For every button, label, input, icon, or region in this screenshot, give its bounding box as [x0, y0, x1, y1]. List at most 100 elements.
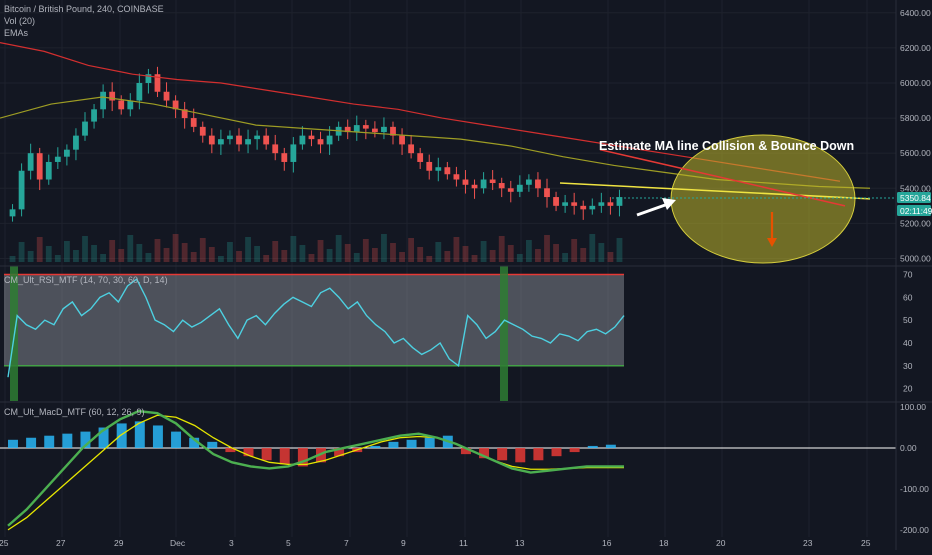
volume-bar [399, 252, 405, 262]
volume-bar [245, 237, 251, 262]
volume-bar [344, 244, 351, 262]
price-tick-label: 5000.00 [900, 253, 931, 263]
volume-bar [616, 238, 623, 262]
volume-bar [45, 246, 52, 262]
rsi-legend: CM_Ult_RSI_MTF (14, 70, 30, 60, D, 14) [4, 275, 168, 285]
candle-body [290, 144, 297, 162]
macd-histogram-bar [62, 433, 73, 448]
volume-bar [498, 236, 505, 262]
macd-tick-label: -100.00 [900, 484, 929, 494]
price-tick-label: 5800.00 [900, 113, 931, 123]
price-tick-label: 6400.00 [900, 8, 931, 18]
macd-histogram-bar [479, 447, 490, 459]
volume-bar [417, 247, 424, 262]
candle-body [109, 91, 116, 101]
candle-body [616, 197, 623, 206]
volume-bar [426, 256, 433, 262]
macd-histogram-bar [569, 447, 580, 453]
rsi-tick-label: 30 [903, 361, 913, 371]
candle-body [172, 100, 179, 110]
rsi-tick-label: 40 [903, 338, 913, 348]
volume-bar [181, 243, 188, 262]
macd-histogram-bar [406, 439, 417, 448]
volume-bar [263, 255, 270, 262]
drawing-overlay[interactable] [559, 134, 896, 264]
candle-body [516, 184, 523, 192]
x-tick-label: 3 [229, 538, 234, 548]
candlesticks[interactable] [9, 66, 623, 222]
macd-histogram-bar [225, 447, 236, 453]
volume-bar [444, 251, 451, 262]
x-tick-label: 20 [716, 538, 726, 548]
volume-bar [208, 247, 215, 262]
candle-body [18, 170, 25, 210]
candle-body [136, 82, 143, 101]
macd-histogram-bar [605, 444, 616, 448]
macd-histogram-bar [26, 437, 37, 448]
volume-bar [236, 251, 242, 262]
candle-body [580, 205, 587, 210]
x-tick-label: 23 [803, 538, 813, 548]
candle-body [245, 139, 251, 145]
macd-histogram-bar [243, 447, 254, 457]
yellow-trend-line [559, 182, 871, 200]
candle-body [417, 153, 424, 162]
volume-bar [299, 245, 306, 262]
estimate-ellipse [670, 134, 856, 264]
volume-bar [190, 252, 197, 262]
macd-tick-label: -200.00 [900, 525, 929, 535]
candle-body [263, 135, 270, 145]
volume-bar [598, 243, 605, 262]
x-tick-label: 29 [114, 538, 124, 548]
macd-tick-label: 0.00 [900, 443, 917, 453]
price-axes: 25 27 29 Dec 3 5 7 9 11 13 16 18 20 23 25 6400.00 6200.0… [0, 8, 931, 548]
rsi-tick-label: 20 [903, 384, 913, 394]
candle-body [127, 100, 134, 110]
volume-legend: Vol (20) [4, 16, 35, 26]
candle-body [390, 126, 396, 136]
volume-bar [145, 253, 152, 262]
volume-bar [553, 244, 559, 262]
macd-histogram-bar [171, 431, 182, 448]
macd-tick-label: 100.00 [900, 402, 926, 412]
macd-histogram-bar [98, 427, 109, 448]
candle-body [45, 161, 52, 180]
price-tick-label: 6200.00 [900, 43, 931, 53]
volume-bar [525, 240, 532, 262]
candle-body [227, 135, 233, 140]
x-tick-label: 25 [0, 538, 9, 548]
volume-bar [290, 236, 297, 262]
volume-bar [272, 241, 279, 262]
volume-bar [281, 250, 288, 262]
rsi-band [4, 273, 624, 367]
white-arrow-shaft [636, 202, 669, 217]
macd-histogram-bar [497, 447, 508, 461]
volume-bar [571, 239, 578, 262]
x-tick-label: Dec [170, 538, 186, 548]
volume-bar [535, 249, 541, 262]
macd-histogram-bar [533, 447, 544, 461]
last-price-label: 5350.84 [900, 193, 931, 203]
candle-body [163, 91, 170, 101]
volume-bar [172, 234, 179, 262]
candle-body [100, 91, 107, 110]
x-tick-label: 25 [861, 538, 871, 548]
volume-bar [136, 244, 143, 262]
volume-bar [63, 241, 70, 262]
volume-bar [199, 238, 206, 262]
macd-histogram-bar [261, 447, 272, 461]
volume-bar [9, 256, 16, 262]
candle-body [281, 153, 288, 162]
countdown-tag [897, 205, 931, 216]
volume-bar [408, 238, 415, 262]
macd-histogram-bar [515, 447, 526, 463]
volume-bar [127, 235, 134, 262]
x-tick-label: 18 [659, 538, 669, 548]
rsi-panel [7, 278, 625, 378]
volume-bar [390, 243, 396, 262]
candle-body [371, 128, 378, 133]
rsi-tick-label: 60 [903, 292, 913, 302]
last-price-tag [897, 192, 931, 203]
